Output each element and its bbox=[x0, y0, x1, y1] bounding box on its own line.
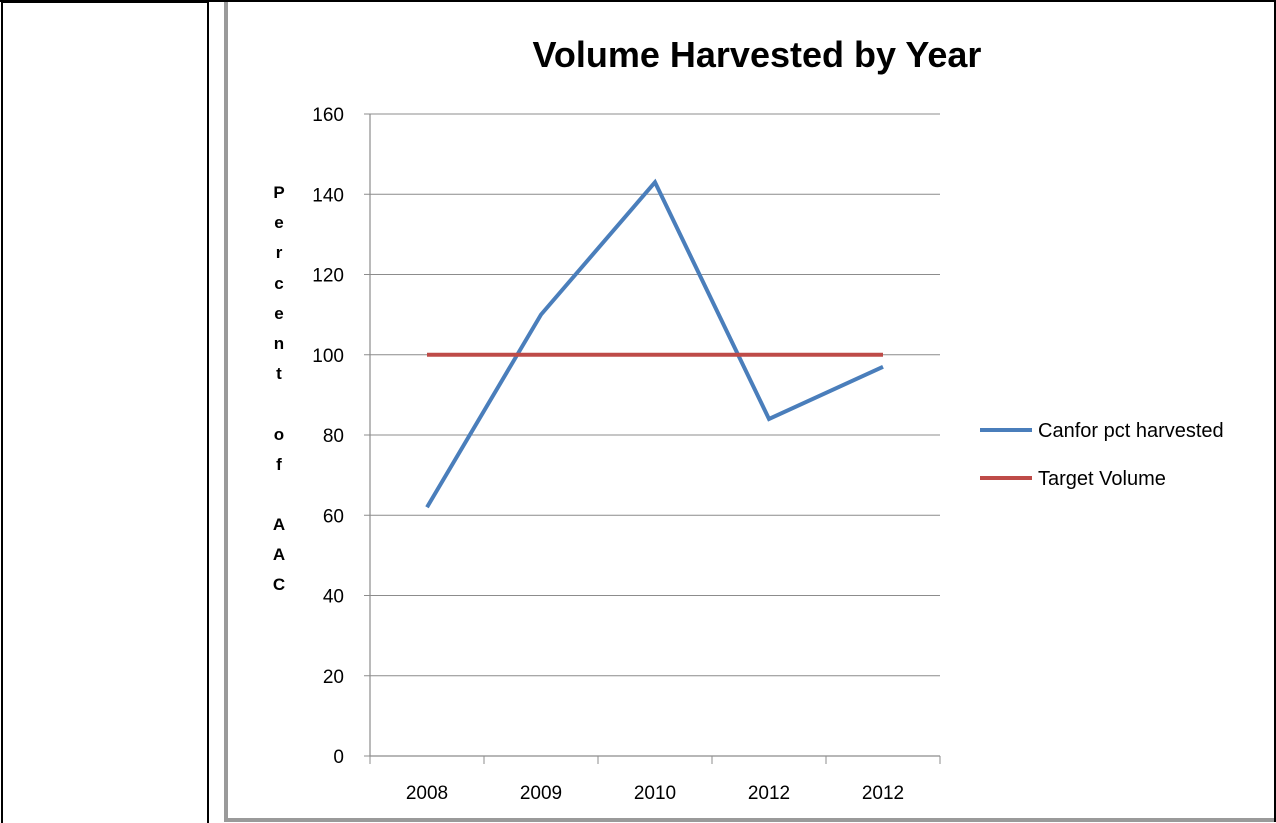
y-axis-label-char: c bbox=[274, 273, 284, 293]
x-tick-label: 2012 bbox=[862, 783, 904, 804]
table-top-border bbox=[0, 0, 1276, 2]
y-axis-label-char: f bbox=[276, 454, 282, 474]
legend-label: Canfor pct harvested bbox=[1038, 420, 1224, 442]
x-tick-label: 2008 bbox=[406, 783, 448, 804]
y-tick-label: 20 bbox=[323, 667, 344, 688]
y-tick-label: 160 bbox=[312, 105, 344, 126]
y-axis-label-char bbox=[277, 480, 282, 510]
y-tick-label: 140 bbox=[312, 185, 344, 206]
chart-title: Volume Harvested by Year bbox=[533, 34, 982, 75]
y-axis-label-char: n bbox=[273, 333, 285, 353]
legend-label: Target Volume bbox=[1038, 468, 1166, 490]
y-tick-label: 80 bbox=[323, 426, 344, 447]
series-line bbox=[425, 178, 884, 509]
y-axis-label-char: C bbox=[272, 575, 286, 595]
y-axis-label-char: e bbox=[274, 213, 284, 233]
y-axis-label-char: t bbox=[276, 364, 282, 384]
x-tick-label: 2009 bbox=[520, 783, 562, 804]
chart-frame bbox=[224, 2, 1274, 822]
y-axis-label-char bbox=[277, 389, 282, 419]
x-tick-labels: 2008 2009 2010 2012 2012 bbox=[406, 783, 904, 804]
table-left-cell bbox=[1, 1, 209, 823]
gridlines bbox=[370, 113, 940, 677]
table-right-border bbox=[1274, 0, 1276, 822]
y-axis-label-char: A bbox=[272, 545, 286, 565]
y-axis-label-char: P bbox=[273, 183, 285, 202]
y-axis-label-char: r bbox=[275, 243, 283, 263]
axes bbox=[364, 113, 941, 764]
y-tick-label: 100 bbox=[312, 346, 344, 367]
y-tick-label: 40 bbox=[323, 587, 344, 608]
y-tick-label: 60 bbox=[323, 506, 344, 527]
y-axis-label-char: o bbox=[273, 424, 285, 444]
y-axis-label-char: A bbox=[272, 515, 286, 535]
y-tick-label: 0 bbox=[333, 747, 344, 768]
y-tick-label: 120 bbox=[312, 266, 344, 287]
y-tick-labels: 0 20 40 60 80 100 120 140 160 bbox=[312, 105, 344, 768]
series-lines bbox=[425, 178, 884, 509]
x-tick-label: 2012 bbox=[748, 783, 790, 804]
legend: Canfor pct harvested Target Volume bbox=[980, 420, 1224, 490]
x-tick-label: 2010 bbox=[634, 783, 676, 804]
y-axis-label-char: e bbox=[274, 303, 284, 323]
